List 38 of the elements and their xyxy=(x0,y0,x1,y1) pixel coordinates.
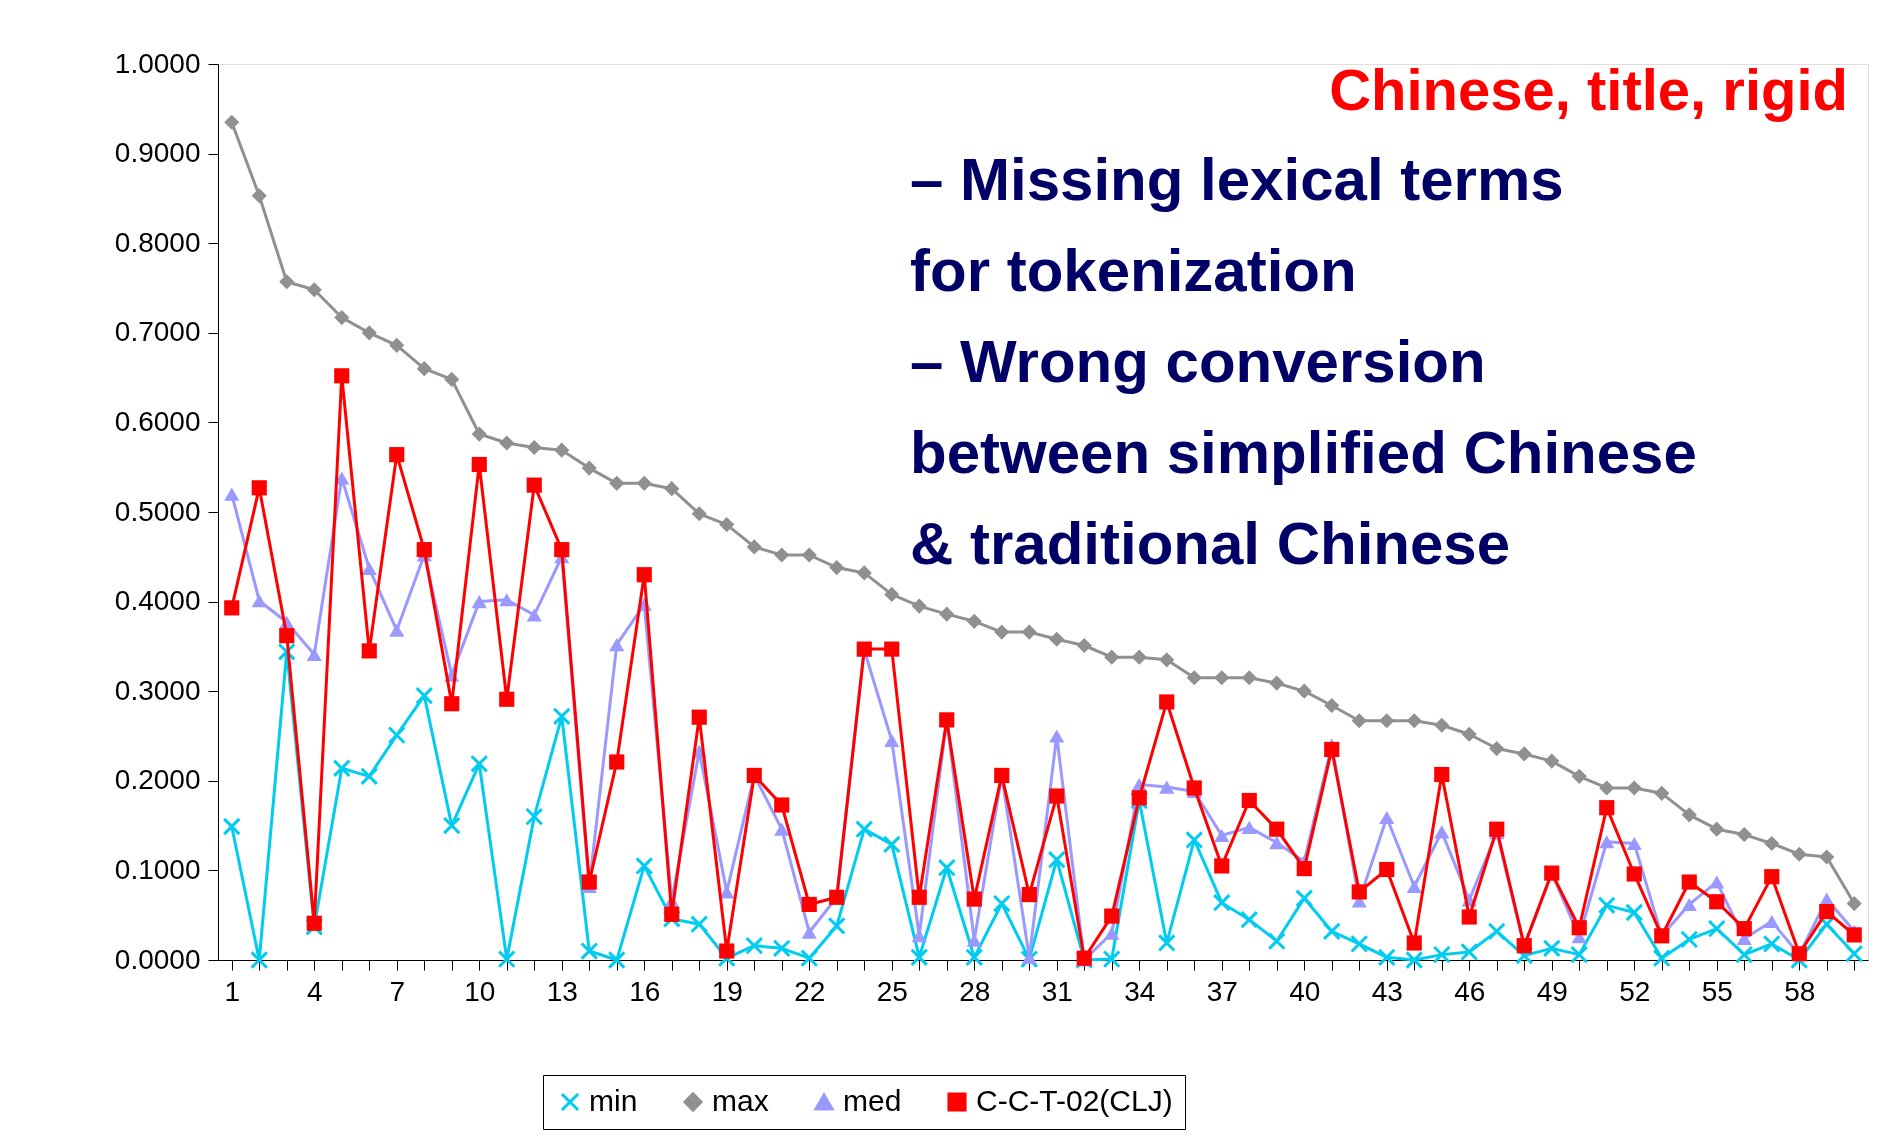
y-tick-label: 0.0000 xyxy=(114,943,201,975)
x-tick-label: 52 xyxy=(1619,975,1651,1007)
x-tick-label: 46 xyxy=(1454,975,1486,1007)
y-tick-label: 0.5000 xyxy=(114,495,201,527)
x-tick-label: 34 xyxy=(1124,975,1156,1007)
chart-title: Chinese, title, rigid xyxy=(1329,57,1848,122)
y-tick-label: 0.1000 xyxy=(114,853,201,885)
y-tick-label: 0.6000 xyxy=(114,405,201,437)
legend-label: med xyxy=(843,1084,902,1117)
annotation: – Wrong conversion between simplified Chinese & traditional Chinese xyxy=(910,328,1697,577)
legend-label: max xyxy=(712,1084,769,1117)
x-tick-label: 10 xyxy=(464,975,496,1007)
y-tick-label: 0.8000 xyxy=(114,226,201,258)
legend-label: min xyxy=(589,1084,638,1117)
x-tick-label: 49 xyxy=(1536,975,1568,1007)
x-tick-label: 22 xyxy=(794,975,826,1007)
y-tick-label: 0.9000 xyxy=(114,137,201,169)
y-tick-label: 0.4000 xyxy=(114,585,201,617)
x-tick-label: 40 xyxy=(1289,975,1321,1007)
x-tick-label: 25 xyxy=(876,975,908,1007)
y-tick-label: 1.0000 xyxy=(114,47,201,79)
x-tick-label: 28 xyxy=(959,975,991,1007)
annotation: – Missing lexical terms for tokenization xyxy=(910,146,1564,304)
x-tick-label: 37 xyxy=(1206,975,1238,1007)
x-tick-label: 1 xyxy=(224,975,241,1007)
y-tick-label: 0.7000 xyxy=(114,316,201,348)
y-tick-label: 0.3000 xyxy=(114,674,201,706)
x-tick-label: 4 xyxy=(306,975,323,1007)
x-tick-label: 13 xyxy=(546,975,578,1007)
x-tick-label: 43 xyxy=(1371,975,1403,1007)
x-tick-label: 19 xyxy=(711,975,743,1007)
x-tick-label: 16 xyxy=(629,975,661,1007)
x-tick-label: 31 xyxy=(1041,975,1073,1007)
legend-label: C-C-T-02(CLJ) xyxy=(976,1084,1173,1117)
x-tick-label: 7 xyxy=(389,975,406,1007)
x-tick-label: 58 xyxy=(1784,975,1816,1007)
x-tick-label: 55 xyxy=(1701,975,1733,1007)
y-tick-label: 0.2000 xyxy=(114,764,201,796)
